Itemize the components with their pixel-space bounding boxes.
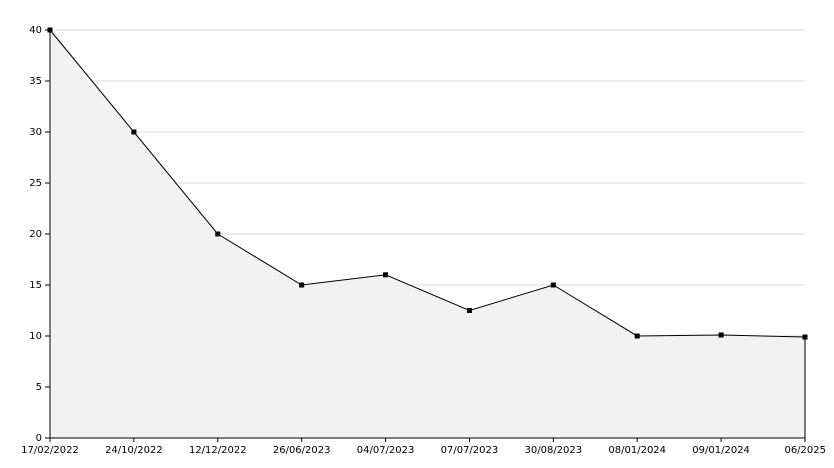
marker (634, 333, 640, 339)
y-tick-label: 40 (29, 25, 42, 36)
x-tick-label: 26/06/2023 (273, 445, 331, 456)
marker (550, 282, 556, 288)
marker (131, 129, 137, 135)
y-tick-label: 15 (29, 280, 42, 291)
marker (802, 334, 808, 340)
x-tick-label: 30/08/2023 (525, 445, 583, 456)
marker (383, 272, 389, 278)
marker (299, 282, 305, 288)
marker (215, 231, 221, 237)
x-tick-label: 09/01/2024 (692, 445, 750, 456)
marker (718, 332, 724, 338)
y-tick-label: 30 (29, 127, 42, 138)
y-tick-label: 35 (29, 76, 42, 87)
marker (466, 308, 472, 313)
y-tick-label: 10 (29, 331, 42, 342)
line (49, 29, 806, 338)
x-tick-label: 06/2025 (784, 445, 826, 456)
x-tick-label: 07/07/2023 (441, 445, 499, 456)
y-tick-label: 5 (36, 382, 42, 393)
y-tick-label: 25 (29, 178, 42, 189)
x-tick-label: 17/02/2022 (21, 445, 79, 456)
y-tick-label: 0 (36, 433, 42, 444)
x-tick-label: 08/01/2024 (608, 445, 666, 456)
area (50, 30, 805, 438)
x-tick-label: 24/10/2022 (105, 445, 163, 456)
x-tick-label: 04/07/2023 (357, 445, 415, 456)
x-tick-label: 12/12/2022 (189, 445, 247, 456)
y-tick-label: 20 (29, 229, 42, 240)
